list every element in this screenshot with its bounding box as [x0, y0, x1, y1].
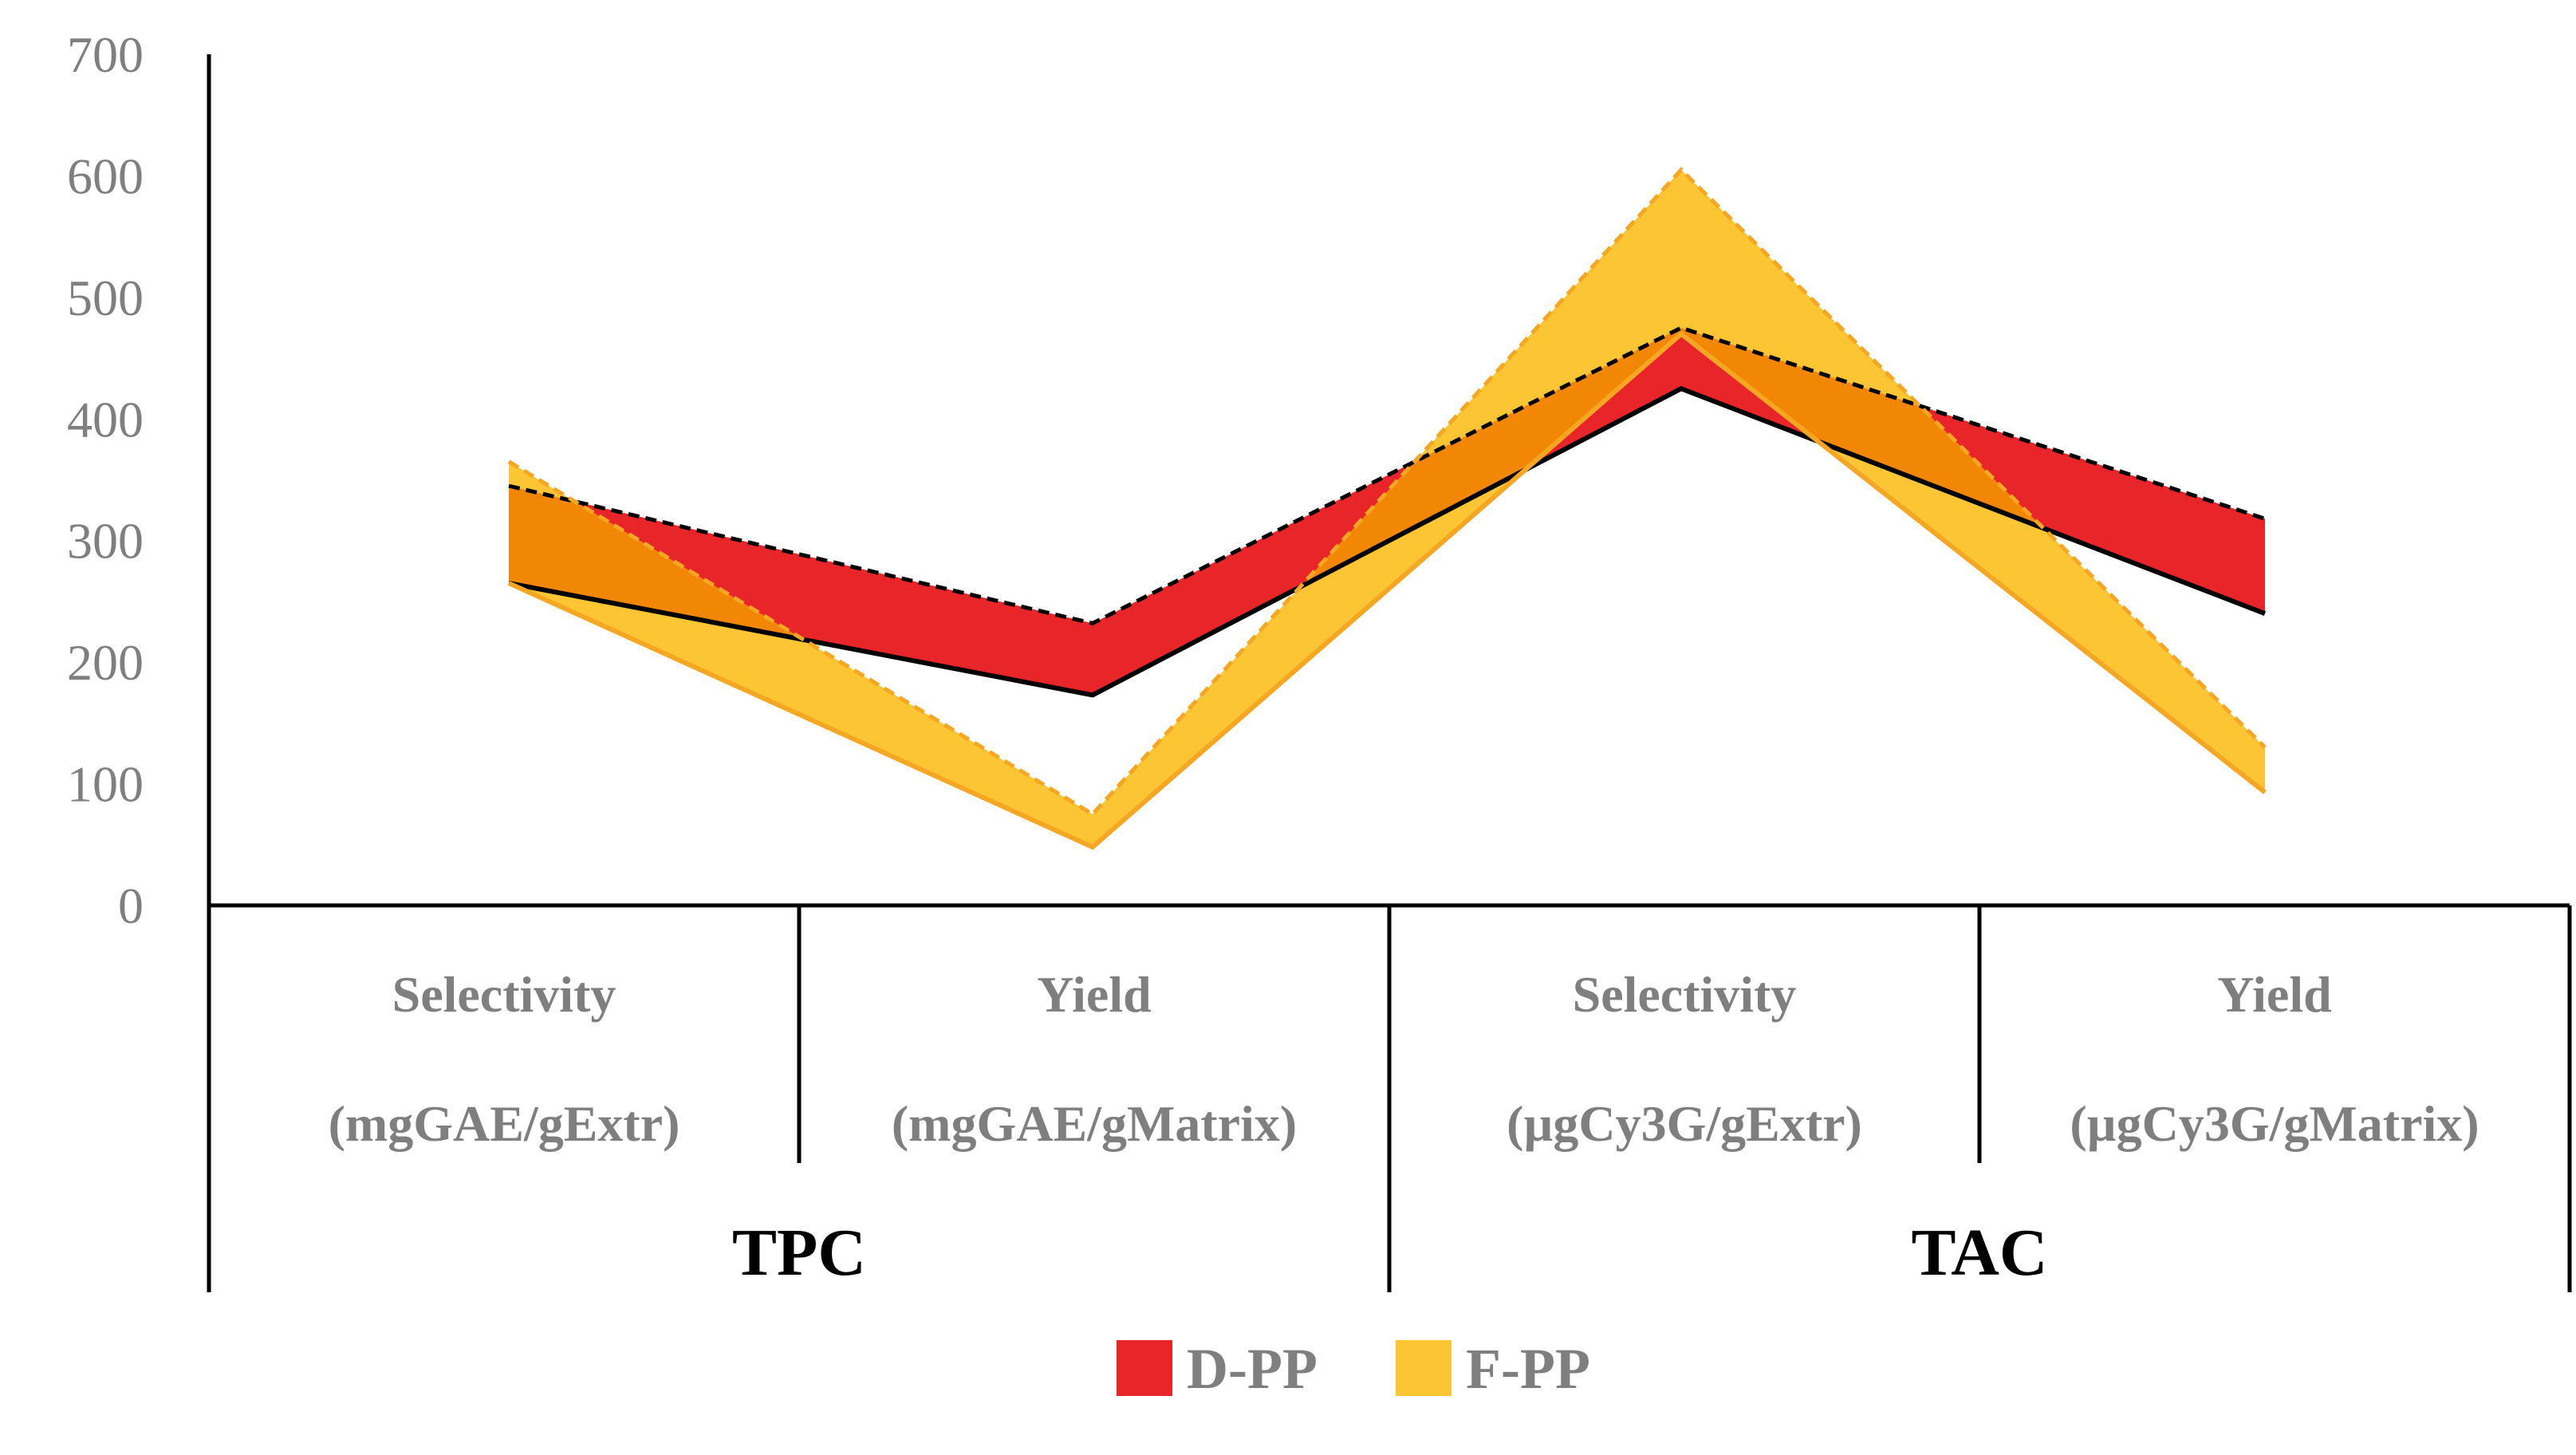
category-label: Yield: [2217, 966, 2331, 1023]
line-d-pp-upper: [508, 325, 2266, 626]
line-f-pp-lower: [507, 330, 2267, 850]
legend-label: D-PP: [1187, 1337, 1318, 1401]
y-tick-label: 600: [67, 148, 144, 204]
y-tick-label: 200: [67, 634, 144, 691]
y-tick-label: 500: [67, 270, 144, 326]
group-label: TPC: [732, 1216, 866, 1290]
area-overlap: [509, 327, 2265, 696]
category-unit-label: (mgGAE/gExtr): [329, 1095, 680, 1152]
y-tick-label: 400: [67, 391, 144, 448]
group-label: TAC: [1911, 1216, 2047, 1290]
y-tick-label: 700: [67, 26, 144, 83]
category-label: Selectivity: [1573, 966, 1797, 1023]
legend-swatch: [1117, 1340, 1172, 1396]
category-label: Selectivity: [392, 966, 616, 1023]
y-tick-label: 300: [67, 513, 144, 570]
legend-swatch: [1396, 1340, 1451, 1396]
category-unit-label: (mgGAE/gMatrix): [892, 1095, 1297, 1152]
category-unit-label: (µgCy3G/gExtr): [1507, 1095, 1862, 1152]
y-tick-label: 100: [67, 756, 144, 813]
legend-label: F-PP: [1466, 1337, 1590, 1401]
y-tick-label: 0: [118, 877, 144, 934]
category-label: Yield: [1037, 966, 1151, 1023]
category-unit-label: (µgCy3G/gMatrix): [2070, 1095, 2479, 1152]
line-f-pp-upper: [507, 167, 2267, 817]
